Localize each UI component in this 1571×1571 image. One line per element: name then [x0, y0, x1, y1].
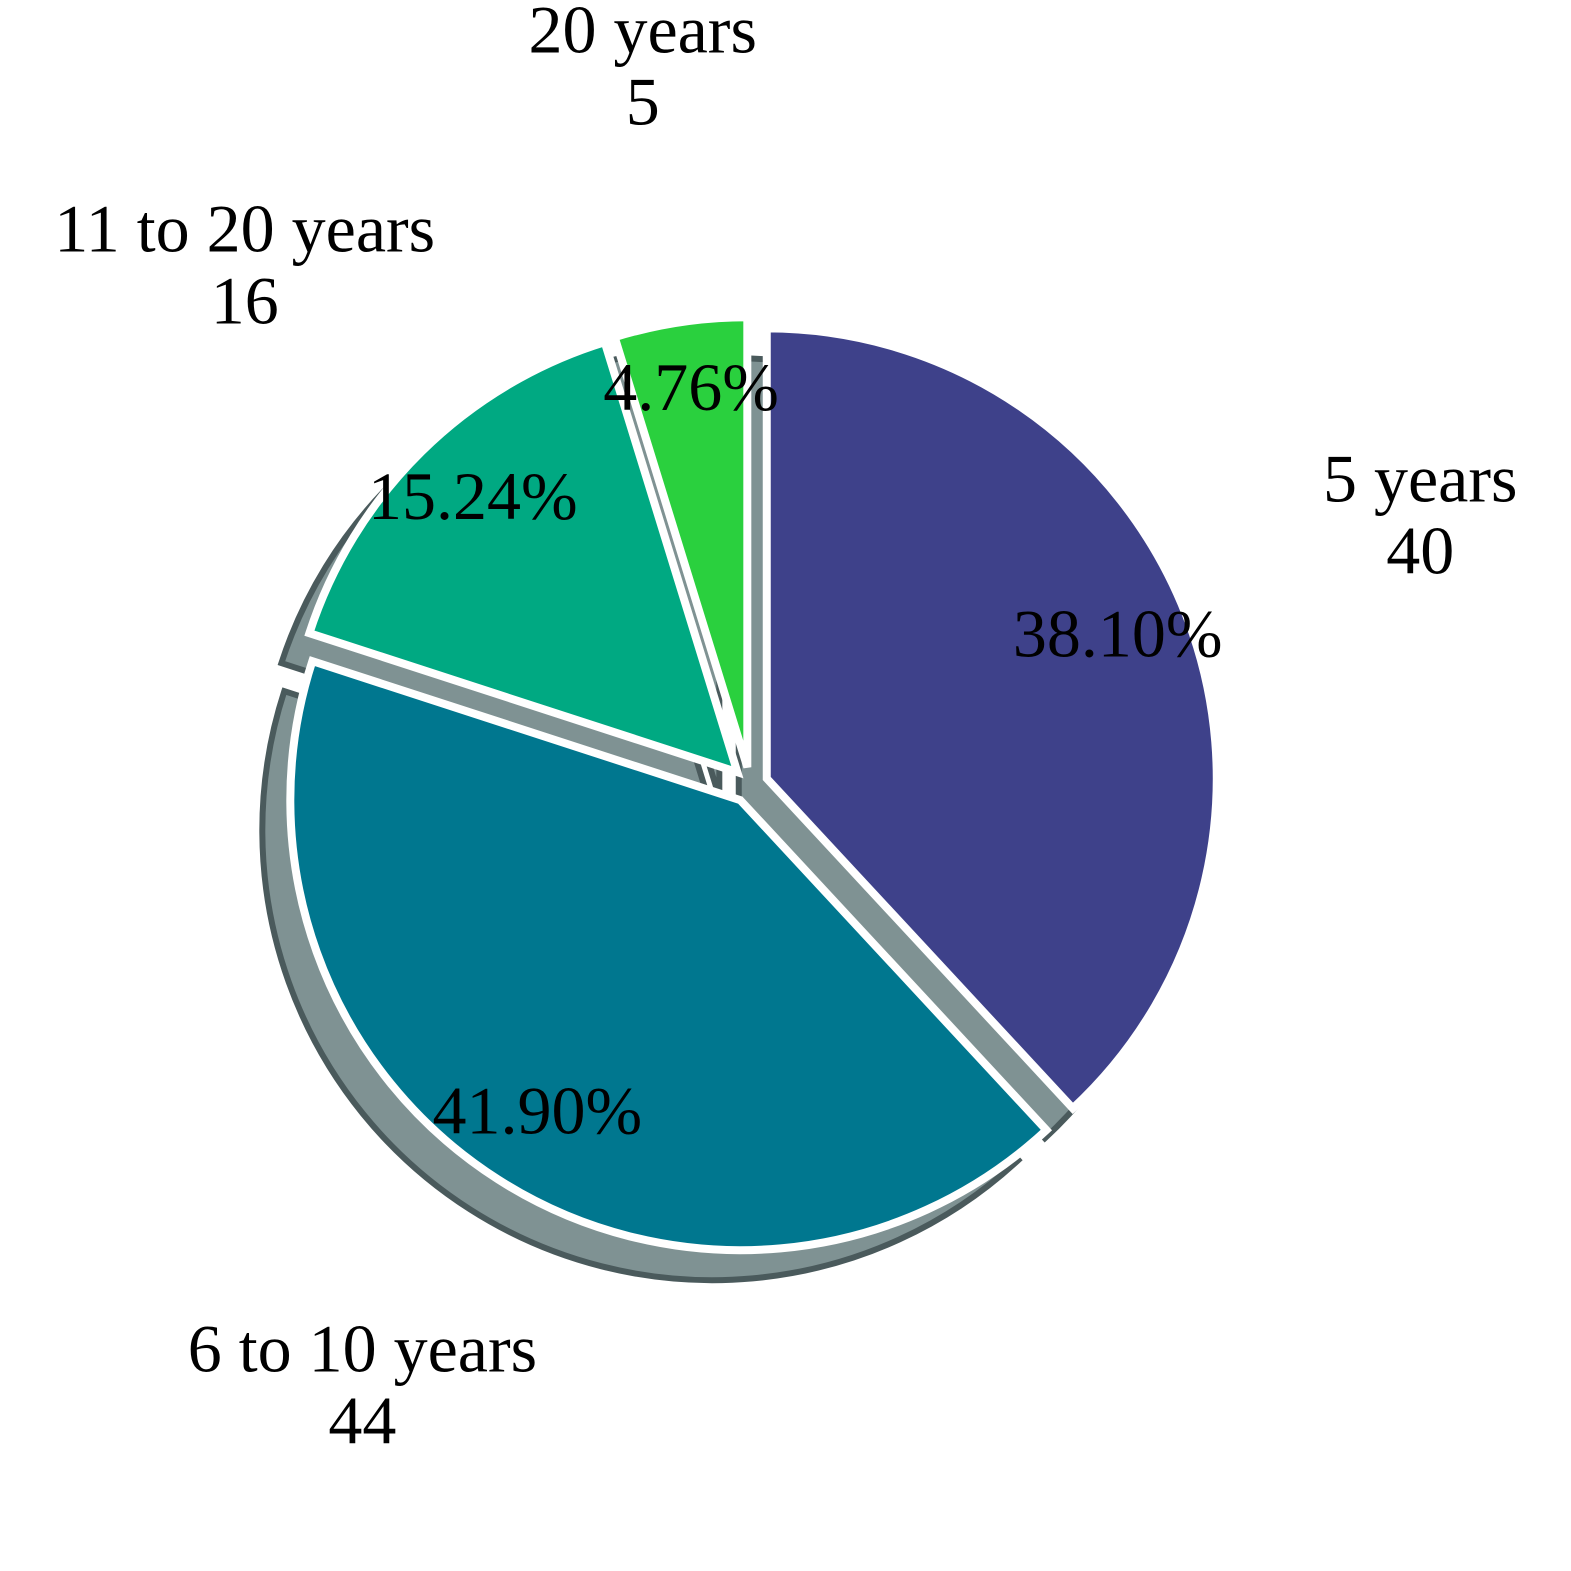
percent-label: 4.76%	[603, 349, 779, 425]
percent-label: 38.10%	[1013, 595, 1223, 671]
category-label: 5 years	[1323, 441, 1517, 517]
pie-slice	[609, 313, 752, 769]
slice-layer	[286, 313, 1221, 1255]
percent-label: 41.90%	[433, 1072, 643, 1148]
value-label: 40	[1386, 513, 1454, 589]
pie-slice	[304, 337, 744, 779]
percent-label: 15.24%	[368, 458, 578, 534]
value-label: 16	[211, 263, 279, 339]
pie-slice	[286, 656, 1053, 1255]
value-label: 44	[328, 1382, 396, 1458]
pie-slice	[762, 324, 1221, 1114]
category-label: 6 to 10 years	[188, 1310, 537, 1386]
value-label: 5	[626, 64, 660, 140]
category-label: 20 years	[528, 0, 756, 68]
category-label: 11 to 20 years	[54, 191, 435, 267]
